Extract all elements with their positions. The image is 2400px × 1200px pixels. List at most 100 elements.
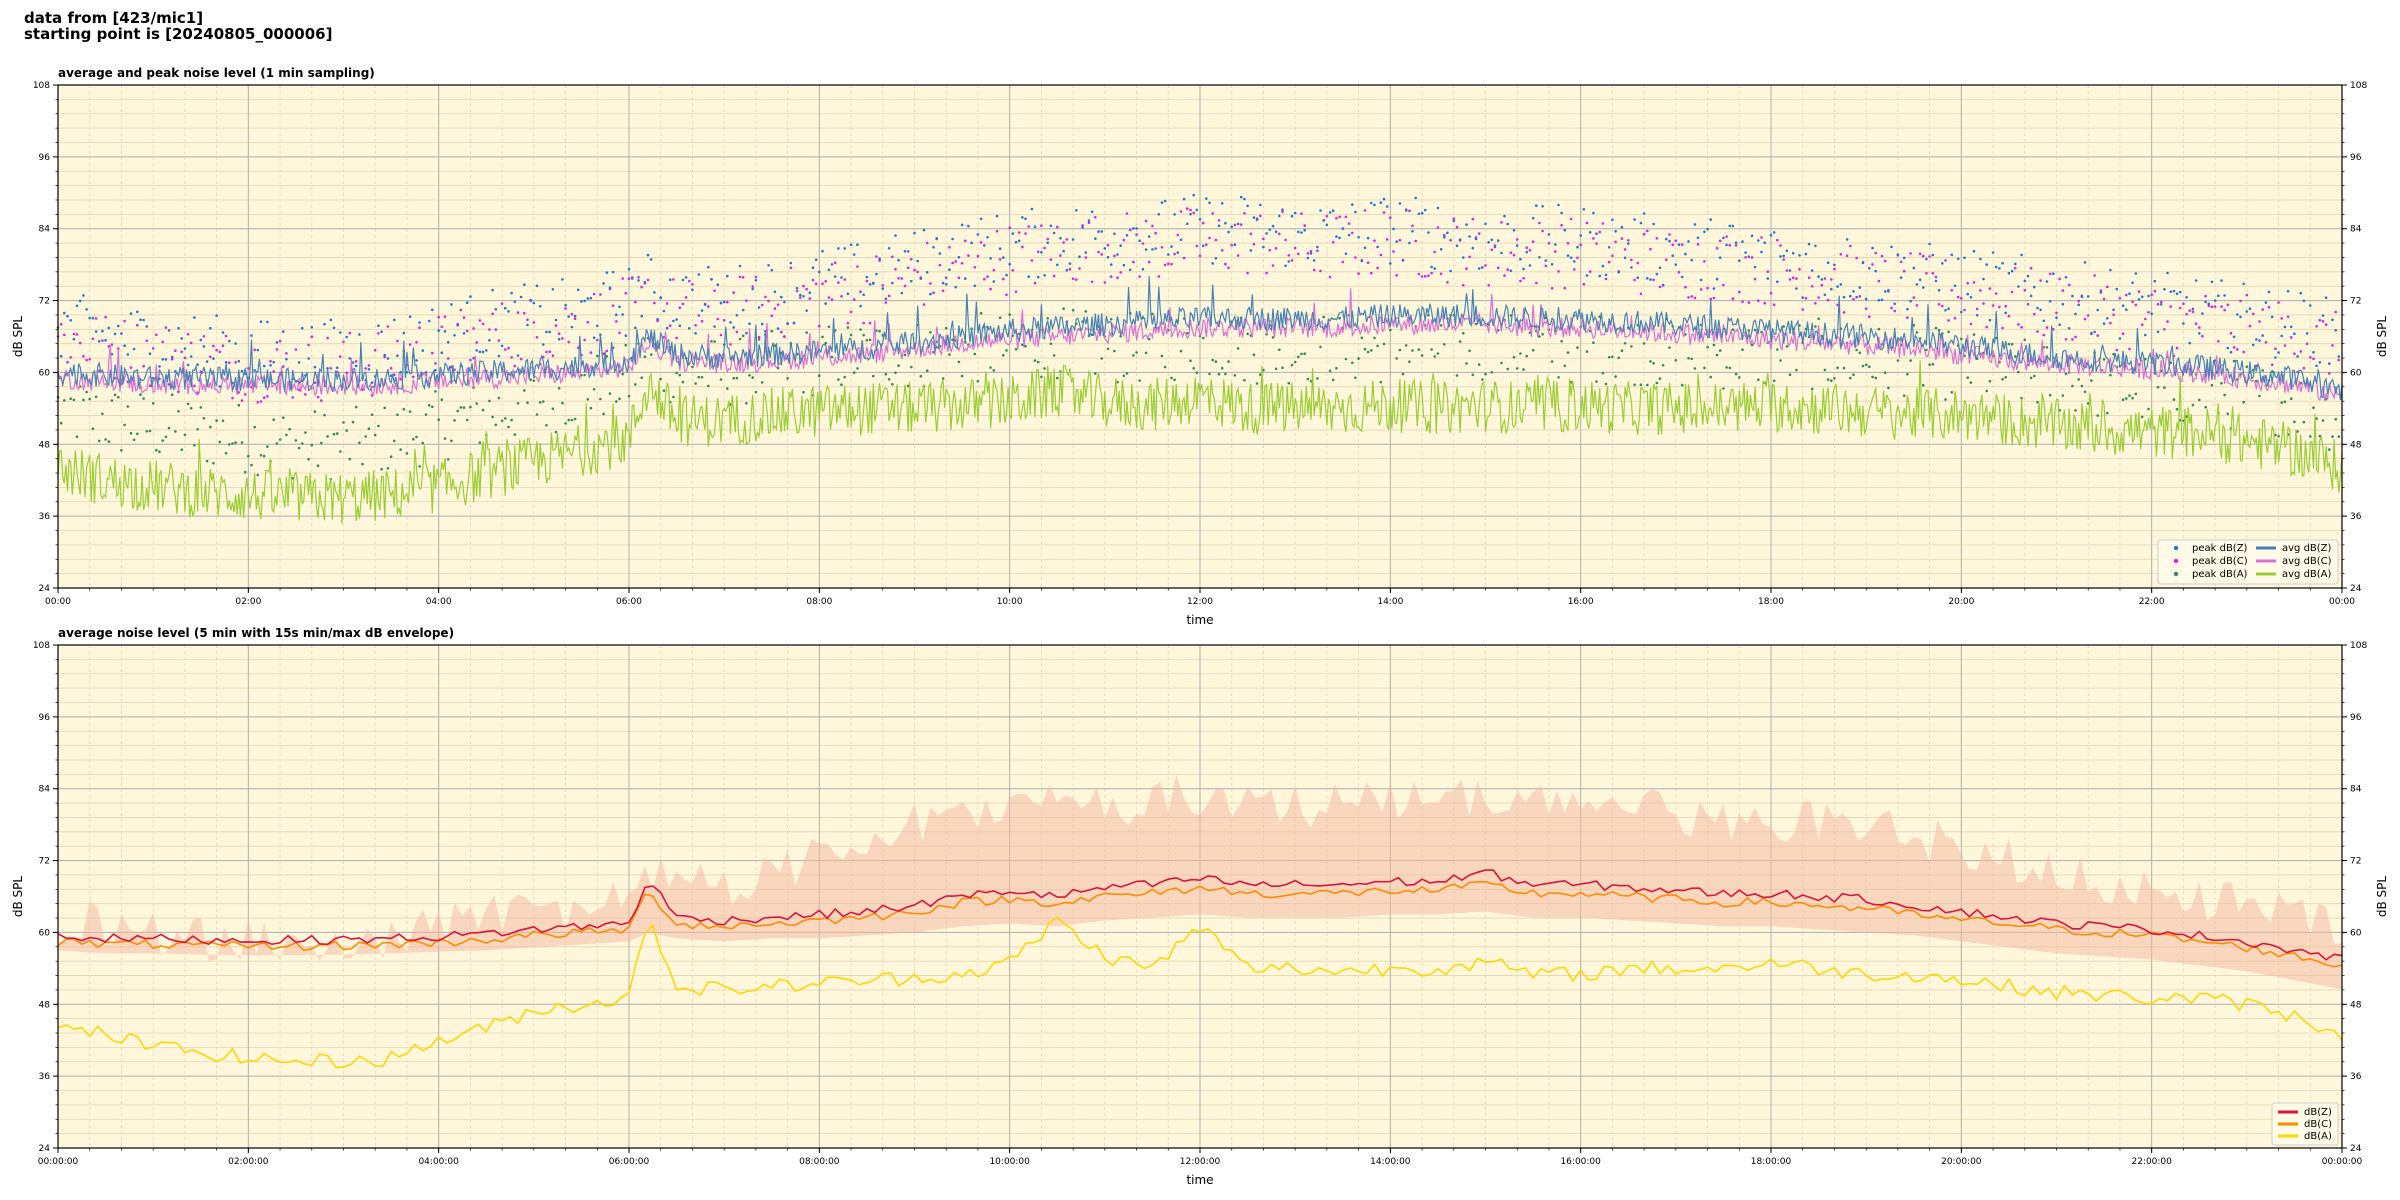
peak-point [2020,325,2023,329]
peak-point [1944,309,1947,312]
peak-point [1049,342,1053,346]
peak-point [1224,221,1227,225]
peak-point [859,328,862,331]
peak-point [1465,267,1468,271]
peak-point [919,277,923,280]
peak-point [1398,238,1402,242]
peak-point [751,376,754,379]
peak-point [2001,261,2004,265]
peak-point [399,370,402,374]
peak-point [240,441,244,444]
peak-point [2175,346,2179,350]
peak-point [1233,374,1237,377]
peak-point [713,325,716,328]
peak-point [2217,340,2220,343]
peak-point [824,341,827,345]
peak-point [456,409,460,413]
peak-point [1075,209,1078,212]
peak-point [998,258,1002,261]
peak-point [1972,333,1976,336]
peak-point [862,333,865,337]
peak-point [1443,343,1446,346]
peak-point [589,351,593,354]
peak-point [351,420,355,424]
peak-point [224,451,228,455]
peak-point [2128,347,2131,351]
peak-point [1842,311,1846,314]
peak-point [1265,232,1268,235]
peak-point [339,331,342,334]
peak-point [2220,279,2223,282]
peak-point [561,278,564,281]
peak-point [1281,208,1284,211]
peak-point [348,357,352,360]
peak-point [1119,271,1122,274]
peak-point [700,320,704,323]
peak-point [1373,336,1376,340]
peak-point [1024,217,1027,221]
peak-point [2223,294,2226,297]
peak-point [840,295,843,298]
peak-point [611,270,615,274]
peak-point [380,467,383,471]
y-tick-label-right: 60 [2350,928,2362,938]
peak-point [2229,331,2233,335]
peak-point [2220,382,2223,385]
peak-point [1122,374,1126,378]
peak-point [938,252,942,255]
peak-point [716,317,720,321]
peak-point [1595,232,1598,235]
peak-point [1830,278,1833,281]
peak-point [1227,360,1230,363]
peak-point [1303,224,1306,227]
peak-point [992,369,996,372]
peak-point [1611,218,1614,222]
peak-point [2334,329,2337,332]
peak-point [500,419,504,423]
peak-point [948,353,951,356]
peak-point [1002,256,1005,259]
peak-point [504,348,507,351]
peak-point [335,432,339,435]
peak-point [1423,275,1427,278]
peak-point [494,307,498,311]
peak-point [136,432,139,436]
peak-point [751,285,754,288]
peak-point [2185,312,2188,316]
peak-point [1668,346,1671,349]
peak-point [1601,371,1605,375]
peak-point [1395,357,1398,360]
peak-point [1855,295,1858,299]
peak-point [976,254,980,258]
peak-point [253,348,256,352]
peak-point [1011,232,1015,235]
peak-point [554,324,558,327]
peak-point [852,298,856,301]
peak-point [386,467,390,470]
peak-point [304,431,307,434]
peak-point [2191,310,2195,314]
peak-point [59,421,63,425]
x-tick-label: 14:00:00 [1370,1157,1411,1167]
peak-point [1728,243,1732,247]
peak-point [1744,256,1747,259]
peak-point [462,406,466,409]
peak-point [1690,357,1693,361]
peak-point [957,360,961,364]
peak-point [1249,249,1253,252]
peak-point [2328,362,2331,365]
peak-point [1912,296,1916,299]
peak-point [789,261,793,265]
peak-point [497,354,501,358]
peak-point [2302,299,2306,303]
peak-point [1179,210,1183,213]
peak-point [1956,257,1960,261]
peak-point [1398,348,1402,352]
peak-point [1991,304,1995,307]
peak-point [979,241,983,244]
peak-point [2067,283,2071,287]
peak-point [453,334,456,337]
peak-point [938,263,942,267]
peak-point [481,408,485,412]
